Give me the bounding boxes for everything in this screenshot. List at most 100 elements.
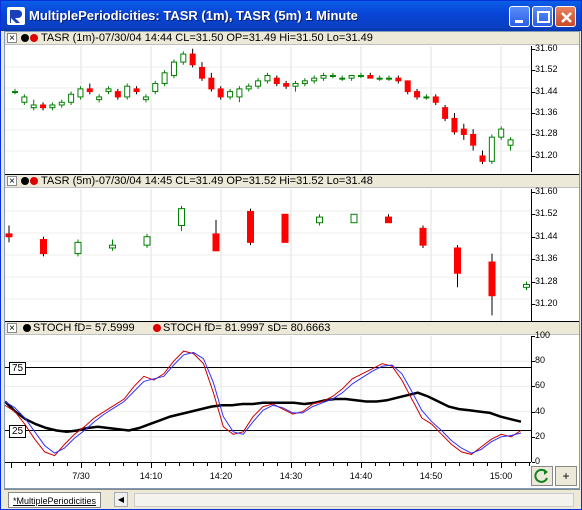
x-tick-mark: [459, 463, 460, 466]
candle: [5, 225, 13, 243]
x-tick-mark: [25, 463, 26, 466]
scale-tick-mark: [532, 361, 535, 363]
candle: [247, 208, 254, 246]
candle: [432, 94, 439, 105]
x-tick-mark: [53, 463, 54, 466]
maximize-button[interactable]: [532, 6, 553, 27]
x-tick-mark: [473, 463, 474, 466]
candle: [414, 88, 421, 100]
x-tick-label: 14:50: [419, 471, 443, 481]
candle: [96, 94, 103, 103]
scale-tick-label: 20: [535, 430, 546, 441]
candle: [180, 51, 187, 65]
series-dot-icon: [153, 324, 161, 332]
candle: [114, 88, 121, 100]
candle: [152, 80, 159, 95]
scale-tick-mark: [532, 134, 535, 136]
x-tick-mark: [291, 463, 292, 468]
title-bar[interactable]: MultiplePeriodicities: TASR (1m), TASR (…: [1, 1, 581, 31]
pane-header-stoch: × STOCH fD= 57.5999 STOCH fD= 81.9997 sD…: [5, 322, 579, 335]
pane-title: TASR (1m)-07/30/04 14:44 CL=31.50 OP=31.…: [41, 32, 373, 44]
scale-tick-label: 31.52: [535, 64, 558, 75]
candle: [283, 80, 290, 89]
scale-tick-label: 31.36: [535, 107, 558, 118]
x-tick-label: 14:10: [139, 471, 163, 481]
candle: [245, 83, 252, 92]
candle: [386, 75, 392, 81]
candle: [301, 78, 308, 87]
stoch-scale[interactable]: 100 80 60 40 20 0: [531, 330, 579, 466]
x-tick-label: 7/30: [72, 471, 90, 481]
scroll-left-icon[interactable]: ◀: [114, 492, 128, 507]
candle: [357, 72, 364, 79]
candle: [423, 94, 430, 100]
candle: [264, 72, 271, 84]
scale-tick-label: 0: [535, 456, 541, 466]
price-scale-5m[interactable]: 31.60 31.52 31.44 31.36 31.28 31.20: [531, 185, 579, 321]
candle: [454, 245, 461, 288]
price-chart-1m[interactable]: [5, 46, 531, 172]
scale-tick-mark: [532, 281, 535, 283]
scale-tick-label: 80: [535, 355, 546, 366]
close-button[interactable]: [555, 6, 576, 27]
candle: [236, 86, 243, 103]
scale-tick-label: 31.60: [535, 185, 558, 196]
x-tick-mark: [235, 463, 236, 466]
horizontal-scrollbar[interactable]: [134, 493, 574, 507]
x-tick-mark: [333, 463, 334, 466]
price-chart-5m[interactable]: [5, 189, 531, 321]
scale-tick-mark: [532, 386, 535, 388]
candle: [12, 88, 18, 95]
x-tick-mark: [431, 463, 432, 468]
candle: [523, 281, 530, 291]
minimize-button[interactable]: [509, 6, 530, 27]
candle: [124, 83, 131, 100]
series-dot-icon: [21, 34, 29, 42]
pane-tasr-5m: × TASR (5m)-07/30/04 14:45 CL=31.49 OP=3…: [5, 174, 579, 321]
candle: [479, 150, 486, 164]
stoch-label-a: STOCH fD= 57.5999: [33, 322, 135, 334]
x-tick-mark: [319, 463, 320, 466]
x-tick-mark: [529, 463, 530, 466]
candle: [30, 99, 37, 111]
plus-icon[interactable]: +: [555, 466, 577, 486]
x-tick-mark: [221, 463, 222, 468]
price-scale-1m[interactable]: 31.60 31.52 31.44 31.36 31.28 31.20: [531, 43, 579, 172]
candle: [419, 225, 427, 248]
time-axis[interactable]: 7/30 14:10 14:20 14:30 14:40 14:50 15:00: [5, 462, 531, 486]
scale-tick-mark: [532, 91, 535, 93]
x-tick-mark: [193, 463, 194, 466]
x-tick-mark: [165, 463, 166, 466]
candle: [77, 86, 84, 100]
candle: [311, 75, 318, 84]
x-tick-mark: [81, 463, 82, 468]
refresh-icon[interactable]: [531, 466, 553, 486]
ref-level-25: 25: [9, 424, 27, 438]
candle: [142, 94, 149, 103]
x-tick-mark: [263, 463, 264, 466]
x-tick-label: 14:30: [279, 471, 303, 481]
scale-tick-mark: [532, 436, 535, 438]
candle: [498, 126, 505, 140]
candle: [40, 236, 47, 257]
x-tick-mark: [389, 463, 390, 466]
candle: [189, 48, 196, 68]
chart-client-area: × TASR (1m)-07/30/04 14:44 CL=31.50 OP=3…: [4, 31, 580, 489]
close-pane-icon[interactable]: ×: [7, 33, 17, 44]
x-tick-mark: [403, 463, 404, 466]
scale-tick-label: 100: [535, 330, 551, 340]
stochastic-chart[interactable]: [5, 336, 531, 462]
tab-multipleperiodicities[interactable]: *MultiplePeriodicities: [8, 492, 102, 508]
scale-tick-label: 31.28: [535, 275, 558, 286]
close-pane-icon[interactable]: ×: [7, 323, 17, 334]
candle: [68, 91, 75, 105]
candle: [217, 86, 224, 100]
x-tick-mark: [347, 463, 348, 466]
scale-tick-label: 31.44: [535, 85, 558, 96]
close-pane-icon[interactable]: ×: [7, 176, 17, 187]
scale-tick-label: 31.44: [535, 230, 558, 241]
x-tick-mark: [207, 463, 208, 466]
candle: [339, 75, 346, 81]
x-tick-mark: [11, 463, 12, 468]
